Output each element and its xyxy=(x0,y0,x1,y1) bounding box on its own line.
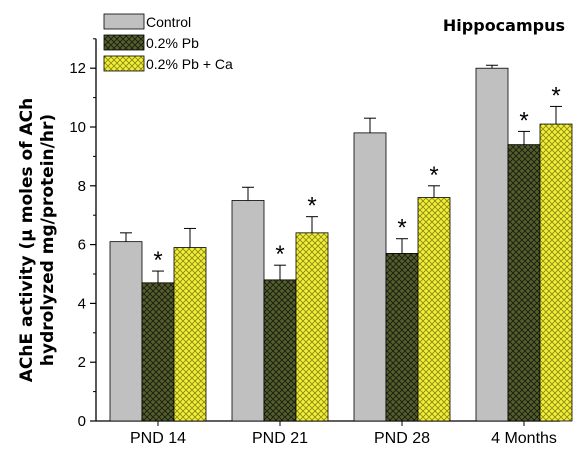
bar xyxy=(232,201,264,422)
y-tick-label: 10 xyxy=(69,119,86,136)
bar xyxy=(110,242,142,421)
plot-area: 0 2 4 6 8 10 12 * PND 14 * * PND 21 * * PND 28 * * 4 Mont… xyxy=(69,39,572,447)
legend: Control 0.2% Pb 0.2% Pb + Ca xyxy=(104,14,233,72)
y-axis-title-line1: AChE activity (µ moles of ACh xyxy=(17,98,37,383)
legend-swatch xyxy=(104,35,144,50)
x-tick-label: PND 14 xyxy=(130,430,186,447)
bar xyxy=(142,283,174,421)
y-axis-title: AChE activity (µ moles of ACh hydrolyzed… xyxy=(17,98,58,383)
significance-asterisk: * xyxy=(551,82,560,109)
legend-label: 0.2% Pb xyxy=(146,35,199,51)
significance-asterisk: * xyxy=(275,241,284,268)
y-tick-label: 12 xyxy=(69,60,86,77)
bar xyxy=(296,233,328,421)
y-tick-label: 2 xyxy=(78,354,86,371)
significance-asterisk: * xyxy=(153,247,162,274)
x-tick-label: PND 21 xyxy=(252,430,308,447)
bar xyxy=(174,248,206,421)
chart-title: Hippocampus xyxy=(443,16,565,35)
legend-swatch xyxy=(104,56,144,71)
y-tick-label: 6 xyxy=(78,237,86,254)
bar xyxy=(386,253,418,421)
legend-label: 0.2% Pb + Ca xyxy=(146,56,233,72)
legend-label: Control xyxy=(146,14,191,30)
significance-asterisk: * xyxy=(307,193,316,220)
x-tick-label: 4 Months xyxy=(491,430,557,447)
bar xyxy=(540,124,572,421)
bar xyxy=(354,133,386,421)
bar xyxy=(508,145,540,421)
y-tick-label: 8 xyxy=(78,178,86,195)
legend-swatch xyxy=(104,14,144,29)
significance-asterisk: * xyxy=(429,162,438,189)
bar xyxy=(264,280,296,421)
bar xyxy=(418,198,450,421)
y-tick-label: 4 xyxy=(78,295,86,312)
y-tick-label: 0 xyxy=(78,413,86,430)
y-axis-title-line2: hydrolyzed mg/protein/hr) xyxy=(38,114,58,366)
bar xyxy=(476,68,508,421)
significance-asterisk: * xyxy=(519,107,528,134)
x-tick-label: PND 28 xyxy=(374,430,430,447)
significance-asterisk: * xyxy=(397,215,406,242)
